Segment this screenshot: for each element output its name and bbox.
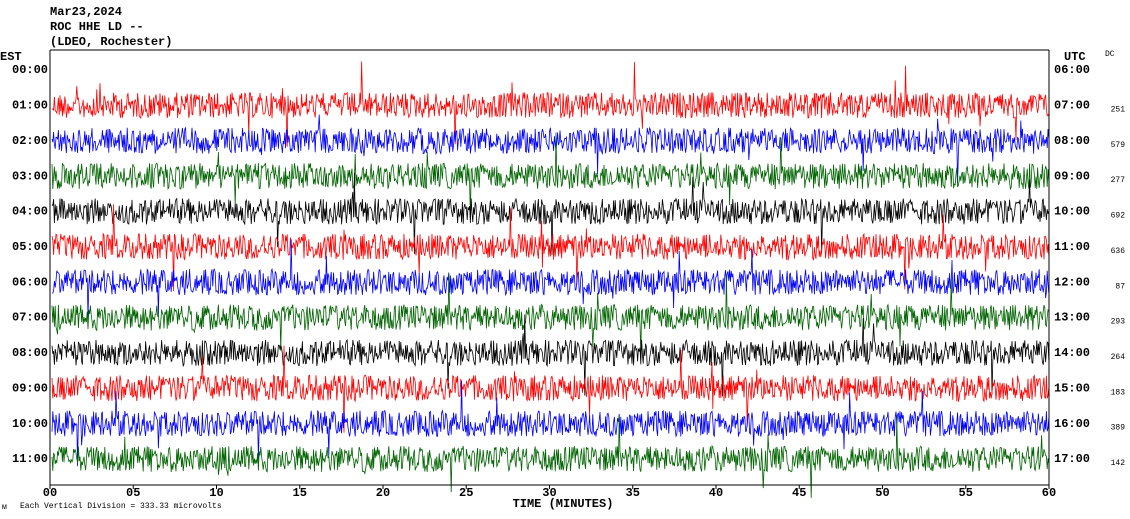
utc-tick-label: 08:00 [1054, 134, 1090, 148]
x-tick-label: 10 [209, 486, 223, 500]
seismic-trace [51, 132, 1050, 216]
x-tick-label: 15 [293, 486, 307, 500]
dc-value: 636 [1111, 247, 1126, 256]
dc-value: 251 [1111, 105, 1126, 114]
est-label: EST [0, 50, 22, 64]
title: Mar23,2024 [50, 5, 122, 19]
utc-tick-label: 10:00 [1054, 205, 1090, 219]
dc-label: DC [1105, 50, 1115, 59]
x-tick-label: 35 [626, 486, 640, 500]
seismic-trace [51, 172, 1050, 256]
utc-tick-label: 17:00 [1054, 452, 1090, 466]
est-tick-label: 08:00 [12, 346, 48, 360]
utc-tick-label: 14:00 [1054, 346, 1090, 360]
est-tick-label: 11:00 [12, 452, 48, 466]
utc-tick-label: 06:00 [1054, 63, 1090, 77]
est-tick-label: 04:00 [12, 205, 48, 219]
est-tick-label: 02:00 [12, 134, 48, 148]
dc-value: 277 [1111, 176, 1126, 185]
seismic-trace [51, 414, 1050, 498]
traces [51, 61, 1050, 498]
utc-tick-label: 09:00 [1054, 169, 1090, 183]
est-tick-label: 09:00 [12, 381, 48, 395]
dc-value: 692 [1111, 212, 1126, 221]
seismic-trace [51, 239, 1050, 318]
x-tick-label: 25 [459, 486, 473, 500]
scale-note: Each Vertical Division = 333.33 microvol… [20, 502, 222, 511]
est-tick-label: 00:00 [12, 63, 48, 77]
dc-value: 579 [1111, 141, 1126, 150]
x-tick-label: 55 [959, 486, 973, 500]
est-tick-label: 07:00 [12, 311, 48, 325]
dc-value: 264 [1111, 353, 1126, 362]
seismic-trace [51, 273, 1050, 357]
utc-tick-label: 15:00 [1054, 381, 1090, 395]
x-tick-label: 00 [43, 486, 57, 500]
dc-value: 183 [1111, 388, 1126, 397]
subtitle: ROC HHE LD -- [50, 20, 144, 34]
x-tick-label: 60 [1042, 486, 1056, 500]
utc-tick-label: 12:00 [1054, 275, 1090, 289]
scale-icon: м [2, 503, 7, 512]
seismic-trace [51, 380, 1050, 467]
est-tick-label: 06:00 [12, 275, 48, 289]
dc-value: 142 [1111, 459, 1126, 468]
x-tick-label: 20 [376, 486, 390, 500]
seismic-trace [51, 114, 1050, 184]
seismic-trace [51, 61, 1050, 147]
seismic-trace [51, 345, 1050, 433]
x-tick-label: 05 [126, 486, 140, 500]
utc-tick-label: 07:00 [1054, 99, 1090, 113]
utc-tick-label: 11:00 [1054, 240, 1090, 254]
x-tick-label: 45 [792, 486, 806, 500]
utc-label: UTC [1064, 50, 1086, 64]
x-tick-label: 50 [875, 486, 889, 500]
station: (LDEO, Rochester) [50, 35, 172, 49]
x-tick-label: 30 [542, 486, 556, 500]
seismic-trace [51, 314, 1050, 397]
est-tick-label: 05:00 [12, 240, 48, 254]
x-axis-label: TIME (MINUTES) [513, 497, 614, 511]
x-tick-label: 40 [709, 486, 723, 500]
utc-tick-label: 16:00 [1054, 417, 1090, 431]
dc-value: 389 [1111, 424, 1126, 433]
utc-tick-label: 13:00 [1054, 311, 1090, 325]
est-tick-label: 03:00 [12, 169, 48, 183]
est-tick-label: 10:00 [12, 417, 48, 431]
est-tick-label: 01:00 [12, 99, 48, 113]
seismic-trace [51, 204, 1050, 292]
dc-value: 293 [1111, 318, 1126, 327]
dc-value: 87 [1115, 282, 1125, 291]
